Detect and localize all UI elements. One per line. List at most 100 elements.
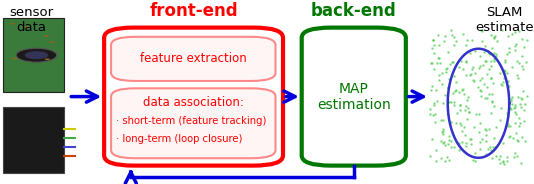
Point	[444, 113, 452, 116]
Point	[462, 61, 470, 63]
Text: SLAM
estimate: SLAM estimate	[475, 6, 534, 33]
Point	[474, 86, 482, 89]
Point	[456, 104, 465, 107]
Point	[487, 77, 496, 80]
Point	[503, 160, 512, 162]
Point	[459, 88, 467, 91]
Point	[428, 137, 437, 140]
Point	[518, 37, 527, 40]
Point	[476, 78, 484, 81]
Point	[471, 160, 480, 162]
Point	[441, 144, 450, 147]
Point	[469, 66, 477, 69]
Point	[429, 39, 437, 42]
Point	[455, 149, 464, 152]
Point	[508, 137, 517, 140]
Point	[505, 107, 514, 110]
Point	[456, 121, 465, 124]
Point	[504, 124, 512, 127]
Circle shape	[10, 23, 15, 25]
Point	[441, 68, 450, 70]
Point	[521, 139, 529, 142]
Point	[438, 127, 447, 130]
Point	[500, 72, 508, 75]
Point	[455, 142, 464, 145]
Point	[475, 65, 484, 68]
Point	[505, 50, 513, 53]
Point	[484, 147, 492, 150]
Point	[522, 94, 531, 97]
Point	[488, 99, 496, 102]
Point	[462, 38, 471, 41]
Point	[426, 113, 435, 116]
Point	[505, 107, 513, 110]
Point	[520, 45, 528, 48]
Text: MAP
estimation: MAP estimation	[317, 82, 391, 112]
Point	[491, 53, 500, 56]
Point	[467, 137, 476, 140]
Point	[519, 67, 528, 70]
Point	[446, 101, 455, 104]
Point	[496, 162, 505, 165]
Point	[429, 68, 438, 71]
Point	[482, 139, 490, 142]
Point	[475, 112, 483, 115]
Point	[492, 55, 500, 58]
Point	[438, 129, 447, 132]
Point	[455, 90, 464, 93]
Point	[500, 68, 508, 71]
Point	[504, 123, 512, 125]
Point	[498, 83, 506, 86]
Point	[486, 59, 495, 62]
Point	[476, 89, 485, 92]
Point	[435, 43, 443, 46]
Point	[461, 59, 470, 62]
Point	[513, 73, 521, 76]
Point	[470, 80, 478, 83]
Point	[486, 77, 495, 80]
Point	[447, 34, 456, 37]
Point	[504, 113, 512, 116]
Point	[430, 103, 438, 106]
Point	[461, 133, 469, 136]
Point	[438, 131, 447, 134]
Point	[501, 70, 509, 72]
Point	[456, 103, 464, 106]
Point	[450, 103, 458, 106]
Point	[511, 105, 520, 108]
Point	[484, 128, 493, 131]
Point	[487, 148, 496, 151]
Point	[439, 40, 448, 43]
FancyBboxPatch shape	[104, 28, 283, 166]
Point	[435, 56, 444, 59]
Point	[496, 82, 505, 85]
Point	[427, 89, 436, 92]
Point	[481, 153, 490, 155]
Circle shape	[44, 35, 49, 37]
Point	[513, 139, 521, 142]
Point	[462, 141, 470, 144]
Point	[444, 159, 453, 162]
Point	[522, 39, 531, 42]
Point	[476, 28, 485, 31]
Point	[496, 118, 504, 121]
Point	[504, 34, 512, 37]
Point	[458, 140, 466, 143]
Point	[476, 89, 485, 92]
Point	[486, 145, 494, 148]
Point	[446, 140, 455, 143]
Point	[437, 156, 445, 159]
Point	[466, 137, 474, 140]
Point	[446, 146, 455, 149]
Point	[439, 118, 447, 121]
Point	[519, 90, 528, 93]
Point	[459, 93, 468, 96]
Point	[478, 77, 486, 80]
Point	[506, 98, 515, 100]
Point	[517, 97, 525, 100]
Point	[517, 162, 525, 164]
Point	[471, 152, 480, 155]
Point	[452, 80, 460, 83]
Point	[450, 145, 458, 148]
Point	[511, 152, 519, 155]
